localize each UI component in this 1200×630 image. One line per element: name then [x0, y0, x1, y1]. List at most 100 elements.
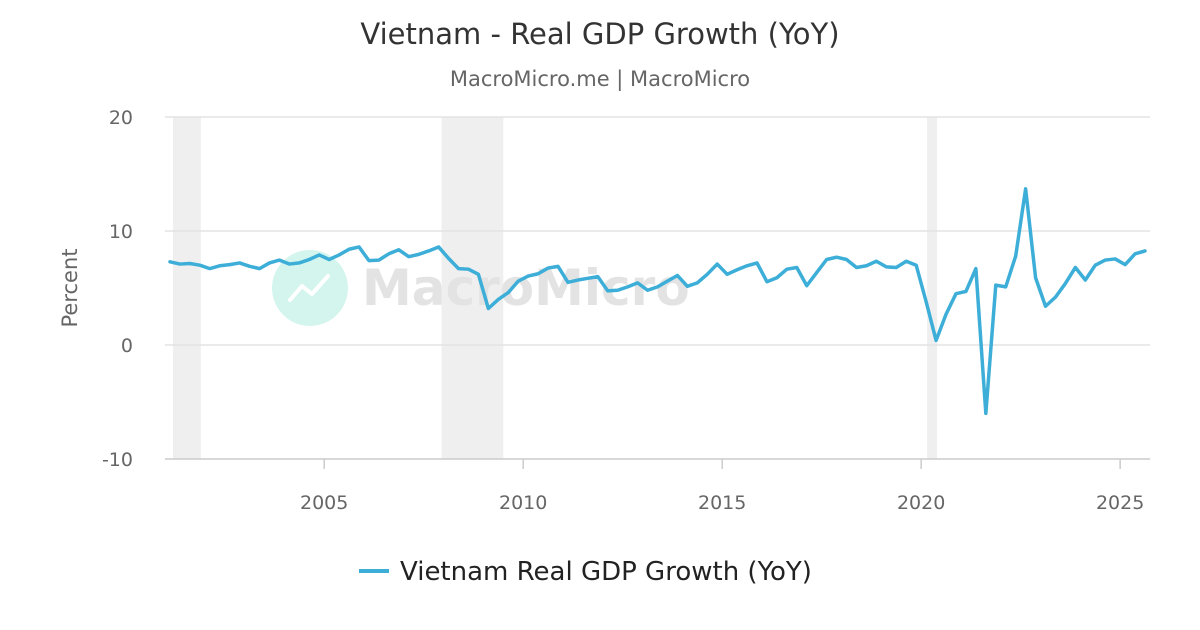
data-point [665, 279, 669, 283]
data-point [397, 248, 401, 252]
data-point [586, 276, 590, 280]
data-point [1063, 281, 1067, 285]
data-point [705, 272, 709, 276]
data-point [606, 289, 610, 293]
data-point [1053, 295, 1057, 299]
data-point [904, 259, 908, 263]
recession-band-1 [441, 117, 504, 459]
data-point [874, 259, 878, 263]
data-point [496, 297, 500, 301]
data-point [188, 261, 192, 265]
y-gridlines: -10 0 10 20 [102, 107, 1150, 471]
data-point [994, 283, 998, 287]
data-point [1143, 249, 1147, 253]
data-point [447, 256, 451, 260]
data-point [566, 280, 570, 284]
data-point [1073, 265, 1077, 269]
data-point [357, 245, 361, 249]
data-point [725, 272, 729, 276]
data-point [168, 260, 172, 264]
y-axis-label: Percent [58, 248, 82, 327]
data-point [646, 288, 650, 292]
chart-title: Vietnam - Real GDP Growth (YoY) [360, 17, 839, 51]
data-point [845, 258, 849, 262]
data-point [1133, 252, 1137, 256]
data-point [656, 285, 660, 289]
data-point [248, 264, 252, 268]
data-point [775, 276, 779, 280]
data-point [1034, 276, 1038, 280]
data-point [556, 264, 560, 268]
data-point [337, 253, 341, 257]
data-point [516, 279, 520, 283]
data-point [476, 272, 480, 276]
data-point [267, 261, 271, 265]
x-tick-label-2010: 2010 [499, 492, 547, 514]
legend[interactable]: Vietnam Real GDP Growth (YoY) [359, 557, 812, 587]
data-point [1014, 254, 1018, 258]
data-point [347, 247, 351, 251]
data-point [835, 255, 839, 259]
data-point [695, 281, 699, 285]
y-tick-label-20: 20 [109, 107, 133, 129]
data-point [576, 278, 580, 282]
watermark-logo-icon [272, 250, 348, 326]
legend-label[interactable]: Vietnam Real GDP Growth (YoY) [400, 557, 812, 587]
data-point [924, 300, 928, 304]
data-point [228, 263, 232, 267]
data-point [805, 284, 809, 288]
data-point [1093, 263, 1097, 267]
data-point [417, 252, 421, 256]
data-point [437, 245, 441, 249]
data-point [387, 252, 391, 256]
y-tick-label-0: 0 [121, 335, 133, 357]
data-point [367, 259, 371, 263]
watermark: MacroMicro [272, 250, 690, 326]
data-point [755, 261, 759, 265]
data-point [715, 262, 719, 266]
x-axis-ticks: 2005 2010 2015 2020 2025 [300, 459, 1144, 514]
data-point [466, 267, 470, 271]
data-point [536, 272, 540, 276]
data-point [327, 258, 331, 262]
data-point [745, 264, 749, 268]
recession-band-2 [927, 117, 938, 459]
data-point [297, 261, 301, 265]
data-point [795, 265, 799, 269]
data-point [218, 264, 222, 268]
data-point [914, 263, 918, 267]
data-point [1004, 285, 1008, 289]
data-point [317, 253, 321, 257]
data-point [1083, 278, 1087, 282]
data-point [287, 262, 291, 266]
data-point [427, 249, 431, 253]
data-point [596, 275, 600, 279]
data-point [954, 292, 958, 296]
data-point [526, 274, 530, 278]
data-point [894, 265, 898, 269]
data-point [636, 281, 640, 285]
data-point [964, 289, 968, 293]
data-point [735, 268, 739, 272]
data-point [884, 265, 888, 269]
data-point [616, 288, 620, 292]
data-point [974, 267, 978, 271]
chart-subtitle: MacroMicro.me | MacroMicro [450, 67, 750, 92]
data-point [864, 264, 868, 268]
data-point [307, 258, 311, 262]
data-point [815, 271, 819, 275]
series-line-vietnam-gdp [168, 187, 1147, 416]
data-point [785, 267, 789, 271]
x-tick-label-2005: 2005 [300, 492, 348, 514]
data-point [258, 267, 262, 271]
data-point [825, 258, 829, 262]
recession-bands [172, 117, 938, 459]
x-tick-label-2020: 2020 [897, 492, 945, 514]
data-point [675, 273, 679, 277]
data-point [407, 255, 411, 259]
data-point [1103, 258, 1107, 262]
data-point [457, 267, 461, 271]
data-point [1044, 304, 1048, 308]
data-point [178, 262, 182, 266]
